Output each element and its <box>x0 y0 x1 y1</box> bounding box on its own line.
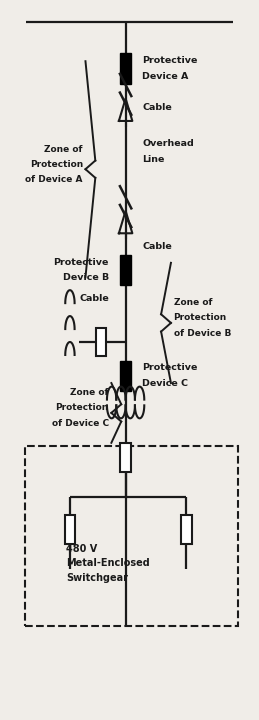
Text: Overhead: Overhead <box>142 139 194 148</box>
Text: Protective: Protective <box>142 56 198 65</box>
Text: Protection: Protection <box>174 313 227 323</box>
Text: of Device A: of Device A <box>25 176 83 184</box>
Text: Cable: Cable <box>142 103 172 112</box>
Text: of Device C: of Device C <box>52 419 109 428</box>
Text: Cable: Cable <box>142 242 172 251</box>
Bar <box>120 443 131 472</box>
Bar <box>181 515 192 544</box>
Bar <box>25 446 238 626</box>
Text: Zone of: Zone of <box>44 145 83 153</box>
Text: of Device B: of Device B <box>174 329 231 338</box>
Text: Metal-Enclosed: Metal-Enclosed <box>66 558 150 568</box>
Text: Device B: Device B <box>63 274 109 282</box>
Bar <box>120 255 131 285</box>
Bar <box>120 361 131 391</box>
Text: Protection: Protection <box>55 403 109 413</box>
Text: Switchgear: Switchgear <box>66 573 128 583</box>
Text: Cable: Cable <box>79 294 109 303</box>
Bar <box>96 328 106 356</box>
Text: Line: Line <box>142 155 165 163</box>
Text: Device A: Device A <box>142 72 189 81</box>
Bar <box>65 515 75 544</box>
Text: Zone of: Zone of <box>174 298 212 307</box>
Text: Device C: Device C <box>142 379 189 388</box>
Text: Protection: Protection <box>30 160 83 168</box>
Text: 480 V: 480 V <box>66 544 97 554</box>
Text: Protective: Protective <box>142 364 198 372</box>
Text: Protective: Protective <box>53 258 109 266</box>
Bar <box>120 53 131 84</box>
Text: Zone of: Zone of <box>70 388 109 397</box>
